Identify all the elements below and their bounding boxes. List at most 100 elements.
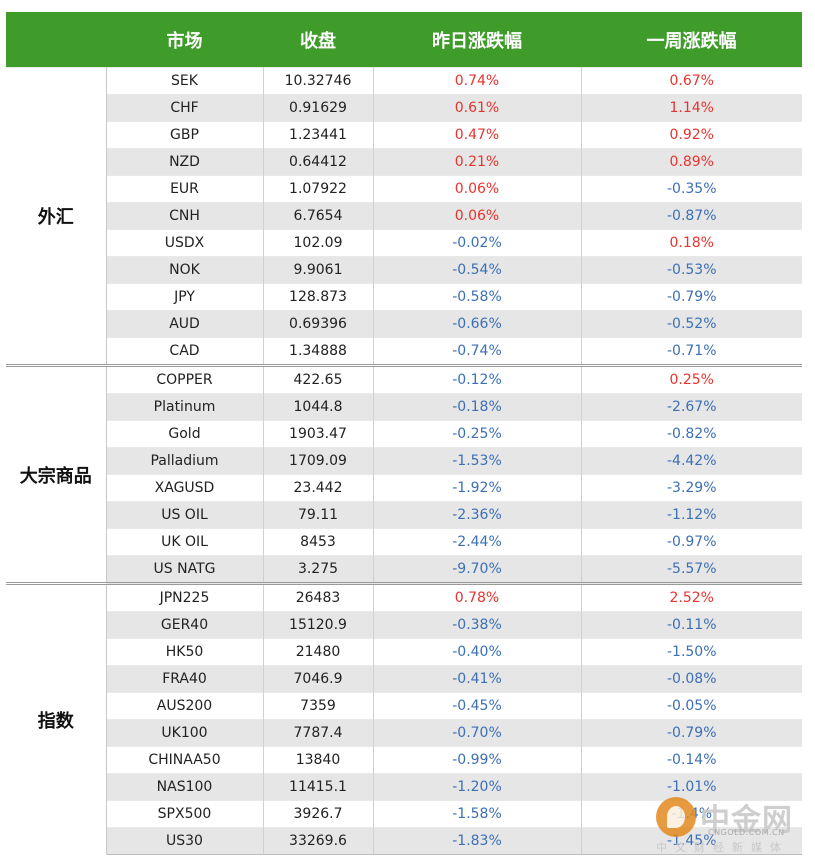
close-cell: 26483 <box>263 583 374 612</box>
market-cell: JPN225 <box>106 583 264 612</box>
market-cell: JPY <box>106 283 264 311</box>
day-change-cell: -0.02% <box>373 229 582 257</box>
header-day-change: 昨日涨跌幅 <box>373 12 581 68</box>
watermark-logo: 中金网 CNGOLD.COM.CN 中文财经新媒体 <box>656 795 806 855</box>
week-change-cell: -4.42% <box>581 447 802 475</box>
day-change-cell: -1.53% <box>373 447 582 475</box>
week-change-cell: 0.18% <box>669 235 714 251</box>
day-change-cell: -1.92% <box>373 474 582 502</box>
market-summary-table: 市场 收盘 昨日涨跌幅 一周涨跌幅 外汇 SEK 10.32746 0.74% 0.67… <box>6 12 802 855</box>
week-change-cell: -0.35% <box>666 181 717 197</box>
week-change-cell: 0.89% <box>581 148 802 176</box>
day-change-cell: -0.40% <box>373 638 582 666</box>
week-change-cell: 0.25% <box>669 372 714 388</box>
group-label: 大宗商品 <box>6 365 107 584</box>
market-cell: US NATG <box>106 555 264 584</box>
week-change-cell: -1.50% <box>666 644 717 660</box>
week-change-cell: -0.87% <box>581 202 802 230</box>
table-row: CHF 0.91629 0.61% 1.14% <box>6 94 802 122</box>
market-cell: FRA40 <box>106 665 264 693</box>
week-change-cell: -0.82% <box>666 426 717 442</box>
day-change-cell: -2.44% <box>373 528 582 556</box>
market-cell: HK50 <box>106 638 264 666</box>
market-cell: USDX <box>106 229 264 257</box>
market-cell: CAD <box>106 337 264 366</box>
table-row: US NATG 3.275 -9.70% -5.57% <box>6 555 802 584</box>
table-row: 指数 JPN225 26483 0.78% 2.52% <box>6 583 802 855</box>
week-change-cell: -0.79% <box>666 289 717 305</box>
week-change-cell: -0.05% <box>666 698 717 714</box>
day-change-cell: -0.38% <box>373 611 582 639</box>
table-row: Platinum 1044.8 -0.18% -2.67% <box>6 393 802 421</box>
watermark-url: CNGOLD.COM.CN <box>708 828 785 837</box>
market-cell: NOK <box>106 256 264 284</box>
day-change-cell: -0.54% <box>373 256 582 284</box>
day-change-cell: -0.70% <box>373 719 582 747</box>
table-row: USDX 102.09 -0.02% 0.18% <box>6 229 802 257</box>
day-change-cell: -1.83% <box>373 827 582 855</box>
close-cell: 422.65 <box>263 365 374 394</box>
day-change-cell: -0.41% <box>373 665 582 693</box>
day-change-cell: -2.36% <box>373 501 582 529</box>
table-row: AUD 0.69396 -0.66% -0.52% <box>6 310 802 338</box>
day-change-cell: -0.12% <box>373 365 582 394</box>
week-change-cell: -0.08% <box>581 665 802 693</box>
week-change-cell: -0.97% <box>666 534 717 550</box>
close-cell: 128.873 <box>263 283 374 311</box>
table-body: 外汇 SEK 10.32746 0.74% 0.67% CHF 0.91629 0.61% 1.… <box>6 67 802 855</box>
close-cell: 6.7654 <box>263 202 374 230</box>
market-cell: UK OIL <box>106 528 264 556</box>
table-row: NAS100 11415.1 -1.20% -1.01% <box>6 773 802 801</box>
table-row: Palladium 1709.09 -1.53% -4.42% <box>6 447 802 475</box>
close-cell: 102.09 <box>263 229 374 257</box>
week-change-cell: 0.67% <box>669 73 714 89</box>
day-change-cell: 0.47% <box>373 121 582 149</box>
week-change-cell: -1.01% <box>581 773 802 801</box>
table-row: UK100 7787.4 -0.70% -0.79% <box>6 719 802 747</box>
table-row: JPY 128.873 -0.58% -0.79% <box>6 283 802 311</box>
market-cell: XAGUSD <box>106 474 264 502</box>
market-cell: Platinum <box>106 393 264 421</box>
week-change-cell: 2.52% <box>669 590 714 606</box>
close-cell: 0.91629 <box>263 94 374 122</box>
close-cell: 15120.9 <box>263 611 374 639</box>
table-row: UK OIL 8453 -2.44% -0.97% <box>6 528 802 556</box>
close-cell: 13840 <box>263 746 374 774</box>
week-change-cell: -0.53% <box>581 256 802 284</box>
table-row: US30 33269.6 -1.83% -1.45% <box>6 827 802 855</box>
table-row: FRA40 7046.9 -0.41% -0.08% <box>6 665 802 693</box>
market-cell: CHINAA50 <box>106 746 264 774</box>
market-cell: CNH <box>106 202 264 230</box>
table-row: CHINAA50 13840 -0.99% -0.14% <box>6 746 802 774</box>
header-week-change: 一周涨跌幅 <box>581 12 802 68</box>
week-change-cell: -3.29% <box>666 480 717 496</box>
market-cell: COPPER <box>106 365 264 394</box>
table-row: XAGUSD 23.442 -1.92% -3.29% <box>6 474 802 502</box>
market-cell: GBP <box>106 121 264 149</box>
close-cell: 1709.09 <box>263 447 374 475</box>
close-cell: 0.69396 <box>263 310 374 338</box>
close-cell: 9.9061 <box>263 256 374 284</box>
close-cell: 7046.9 <box>263 665 374 693</box>
day-change-cell: 0.61% <box>373 94 582 122</box>
close-cell: 10.32746 <box>263 67 374 95</box>
close-cell: 79.11 <box>263 501 374 529</box>
table-row: HK50 21480 -0.40% -1.50% <box>6 638 802 666</box>
day-change-cell: -0.66% <box>373 310 582 338</box>
week-change-cell: -0.14% <box>666 752 717 768</box>
close-cell: 7787.4 <box>263 719 374 747</box>
week-change-cell: -1.45% <box>581 827 802 855</box>
market-cell: NZD <box>106 148 264 176</box>
market-cell: SPX500 <box>106 800 264 828</box>
day-change-cell: 0.06% <box>373 202 582 230</box>
market-cell: AUD <box>106 310 264 338</box>
close-cell: 11415.1 <box>263 773 374 801</box>
week-change-cell: -2.67% <box>581 393 802 421</box>
day-change-cell: -0.45% <box>373 692 582 720</box>
day-change-cell: -0.74% <box>373 337 582 366</box>
market-cell: US OIL <box>106 501 264 529</box>
close-cell: 1.23441 <box>263 121 374 149</box>
table-row: NZD 0.64412 0.21% 0.89% <box>6 148 802 176</box>
market-cell: EUR <box>106 175 264 203</box>
table-row: US OIL 79.11 -2.36% -1.12% <box>6 501 802 529</box>
